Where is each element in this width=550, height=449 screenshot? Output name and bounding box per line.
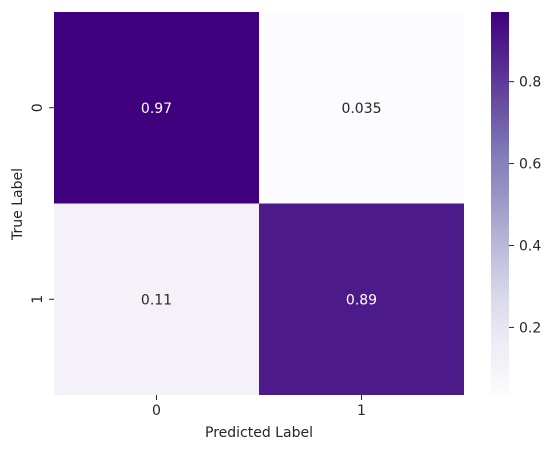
colorbar-tick-label: 0.2 <box>519 320 541 336</box>
heatmap-cell <box>259 203 464 395</box>
y-axis-ticks: 01 <box>30 103 54 304</box>
y-tick-label: 0 <box>30 103 46 112</box>
heatmap-cell <box>259 12 464 204</box>
heatmap-cell <box>54 203 259 395</box>
colorbar-tick-label: 0.4 <box>519 238 541 254</box>
colorbar-tick-label: 0.8 <box>519 75 541 91</box>
heatmap-cell <box>54 12 259 204</box>
colorbar-tick-label: 0.6 <box>519 157 541 173</box>
cell-value-label: 0.035 <box>341 101 381 117</box>
colorbar <box>491 12 509 395</box>
x-axis-label: Predicted Label <box>205 425 313 441</box>
cell-value-label: 0.89 <box>346 292 377 308</box>
heatmap-cell-labels: 0.97 0.035 0.11 0.89 <box>141 101 382 309</box>
cell-value-label: 0.97 <box>141 101 172 117</box>
y-tick-label: 1 <box>30 295 46 304</box>
x-tick-label: 1 <box>357 403 366 419</box>
x-tick-label: 0 <box>152 403 161 419</box>
y-axis-label: True Label <box>10 168 26 241</box>
heatmap-cells <box>54 12 464 395</box>
cell-value-label: 0.11 <box>141 292 172 308</box>
colorbar-ticks: 0.2 0.4 0.6 0.8 <box>509 75 541 336</box>
